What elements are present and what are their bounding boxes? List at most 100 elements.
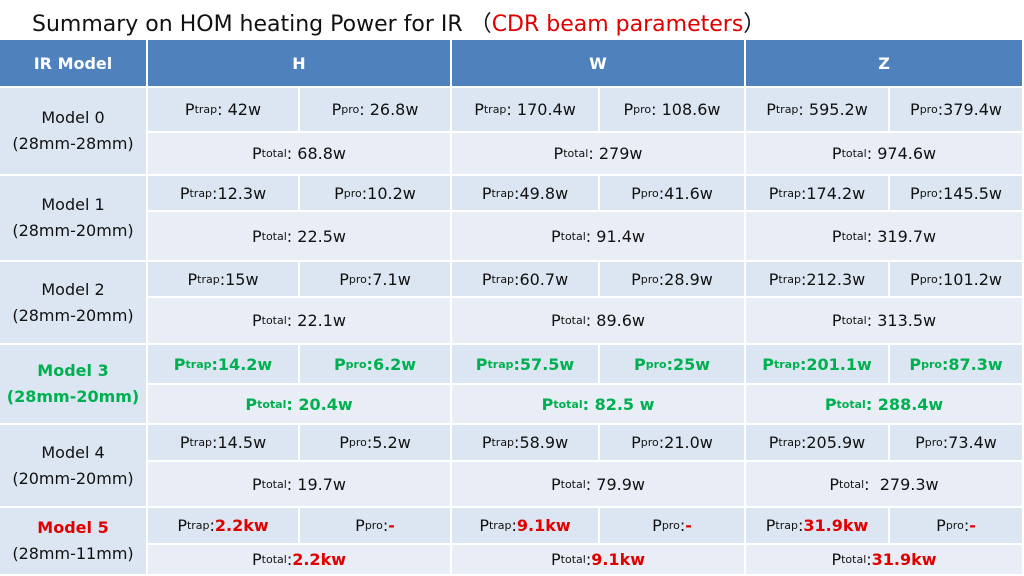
cell-val: 22.5w bbox=[297, 226, 346, 246]
cell-val: 313.5w bbox=[877, 311, 937, 330]
column-header-text: W bbox=[589, 53, 607, 73]
cell-sub: total bbox=[841, 553, 867, 566]
cell-sep: : bbox=[800, 433, 807, 452]
cell-sep: : bbox=[514, 269, 520, 289]
row-label: Model 0 (28mm-28mm) bbox=[0, 88, 148, 176]
row-label: Model 1 (28mm-20mm) bbox=[0, 176, 148, 262]
cell-sym: P bbox=[910, 269, 920, 289]
cell-sep: : bbox=[942, 433, 949, 452]
cell-val: 21.0w bbox=[664, 433, 713, 452]
column-header-text: Z bbox=[878, 53, 890, 73]
cell-sub: pro bbox=[645, 357, 667, 371]
cell-sub: pro bbox=[945, 519, 964, 532]
model-name: Model 4 bbox=[41, 442, 105, 462]
cell-val: 5.2w bbox=[372, 433, 411, 452]
row-label: Model 5 (28mm-11mm) bbox=[0, 508, 148, 576]
cell-sep: : bbox=[366, 354, 373, 374]
cell-sep: : bbox=[212, 183, 218, 203]
cell-val: 101.2w bbox=[943, 269, 1002, 289]
cell-val: 9.1kw bbox=[591, 550, 645, 569]
cell-sep: : bbox=[585, 474, 597, 494]
cell-sep: : bbox=[211, 354, 218, 374]
cell-sym: P bbox=[251, 311, 262, 330]
cell-sep: : bbox=[797, 516, 804, 535]
cell-sep: : bbox=[937, 183, 944, 203]
cell-sym: P bbox=[179, 433, 190, 452]
cell-sep: : bbox=[658, 269, 665, 289]
cell-sub: trap bbox=[778, 436, 801, 449]
cell-sub: trap bbox=[491, 186, 515, 200]
cell-val: 89.6w bbox=[596, 311, 645, 330]
cell-val: 174.2w bbox=[806, 183, 866, 203]
cell-sym: P bbox=[334, 183, 344, 203]
cell-sym: P bbox=[829, 474, 840, 494]
cell-sep: : bbox=[799, 354, 807, 374]
cell-sym: P bbox=[184, 100, 195, 119]
cell-val: 25w bbox=[672, 354, 711, 374]
cell-sep: : bbox=[286, 550, 293, 569]
cell-val: 9.1kw bbox=[516, 516, 571, 535]
cell-sub: total bbox=[560, 477, 586, 491]
cell-sym: P bbox=[252, 550, 262, 569]
cell-sep: : bbox=[585, 550, 592, 569]
cell-sep: : bbox=[866, 550, 872, 569]
cell-sym: P bbox=[187, 269, 198, 289]
cell-sep: : bbox=[366, 433, 373, 452]
cell-sep: : bbox=[937, 100, 944, 119]
cell-val: 145.5w bbox=[943, 183, 1002, 203]
cell-val: 974.6w bbox=[877, 144, 937, 163]
cell-sep: : bbox=[866, 311, 878, 330]
cell-sep: : bbox=[963, 516, 970, 535]
cell-val: 31.9kw bbox=[803, 516, 869, 535]
cell-sep: : bbox=[800, 269, 807, 289]
cell-sym: P bbox=[177, 516, 187, 535]
cell-sym: P bbox=[631, 433, 641, 452]
cell-sub: total bbox=[560, 553, 586, 566]
cell-sym: P bbox=[915, 433, 925, 452]
cell-sub: trap bbox=[189, 436, 213, 449]
cell-sym: P bbox=[936, 516, 946, 535]
cell-val: 6.2w bbox=[372, 354, 417, 374]
cell-sub: pro bbox=[633, 103, 652, 116]
cell-sym: P bbox=[831, 311, 842, 330]
column-header: Z bbox=[746, 40, 1024, 88]
cell-sub: pro bbox=[640, 186, 659, 200]
row-label: Model 4 (20mm-20mm) bbox=[0, 425, 148, 508]
cell-sub: trap bbox=[189, 186, 213, 200]
cell-sep: : bbox=[651, 100, 662, 119]
cell-sym: P bbox=[633, 354, 646, 374]
cell-val: 57.5w bbox=[519, 354, 575, 374]
cell-sub: total bbox=[841, 314, 867, 327]
cell-sub: total bbox=[841, 229, 867, 243]
cell-sub: pro bbox=[921, 357, 942, 371]
title-bracket: ） bbox=[743, 12, 766, 37]
cell-sep: : bbox=[286, 226, 298, 246]
title: Summary on HOM heating Power for IR （CDR… bbox=[32, 6, 765, 38]
cell-sub: total bbox=[563, 147, 589, 160]
cell-val: 7.1w bbox=[372, 269, 411, 289]
cell-sub: trap bbox=[778, 272, 801, 286]
cell-sub: pro bbox=[661, 519, 680, 532]
column-header-text: IR Model bbox=[33, 53, 113, 73]
cell-sep: : bbox=[798, 100, 809, 119]
cell-sep: : bbox=[511, 516, 517, 535]
cell-val: 205.9w bbox=[806, 433, 866, 452]
cell-sym: P bbox=[251, 474, 262, 494]
